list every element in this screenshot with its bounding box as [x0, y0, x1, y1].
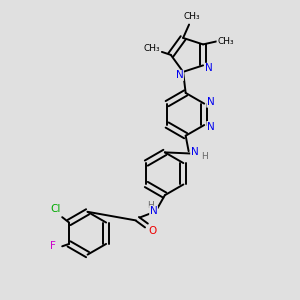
Text: CH₃: CH₃	[217, 37, 234, 46]
Text: O: O	[148, 226, 157, 236]
Text: N: N	[176, 70, 183, 80]
Text: N: N	[150, 206, 158, 216]
Text: N: N	[191, 147, 199, 158]
Text: H: H	[147, 201, 154, 210]
Text: CH₃: CH₃	[184, 12, 200, 21]
Text: Cl: Cl	[50, 204, 60, 214]
Text: N: N	[207, 97, 214, 107]
Text: CH₃: CH₃	[143, 44, 160, 53]
Text: N: N	[205, 63, 212, 73]
Text: F: F	[50, 241, 56, 251]
Text: H: H	[201, 152, 208, 161]
Text: N: N	[207, 122, 214, 131]
